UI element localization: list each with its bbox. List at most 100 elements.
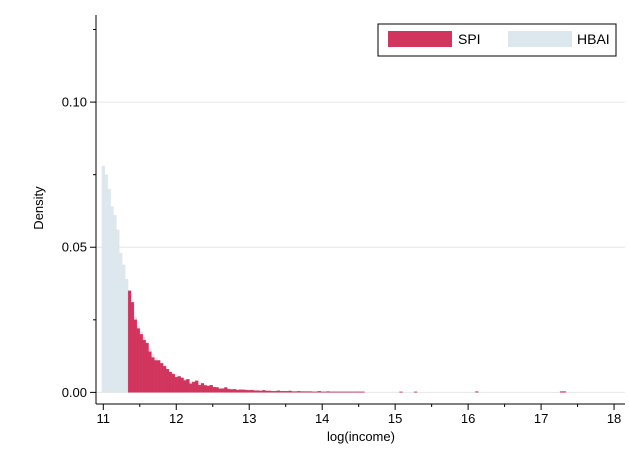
y-axis-label: Density [31, 186, 46, 230]
spi-bar [244, 389, 248, 393]
spi-bar [250, 389, 254, 393]
spi-bar [224, 387, 228, 393]
spi-bar [352, 391, 356, 393]
spi-bars [127, 290, 567, 393]
x-axis-label: log(income) [327, 429, 395, 444]
x-tick-label: 15 [388, 411, 402, 426]
hbai-bar [116, 229, 120, 393]
spi-bar [200, 383, 205, 393]
spi-bar [326, 391, 330, 393]
spi-bar [300, 391, 304, 393]
x-tick-label: 13 [242, 411, 256, 426]
spi-bar [180, 377, 184, 393]
legend: SPI HBAI [377, 23, 617, 57]
spi-bar [413, 391, 418, 393]
legend-label-spi: SPI [458, 31, 481, 47]
spi-bar [562, 391, 567, 393]
spi-bar [127, 290, 132, 393]
spi-bar [341, 391, 345, 393]
spi-bar [171, 373, 175, 393]
spi-bar [198, 384, 202, 393]
spi-bar [279, 391, 283, 393]
x-tick-label: 17 [534, 411, 548, 426]
x-tick-label: 18 [607, 411, 621, 426]
spi-bar [276, 390, 281, 393]
spi-bar [338, 391, 342, 393]
spi-bar [230, 389, 234, 393]
spi-bar [297, 391, 301, 393]
spi-bar [270, 391, 275, 393]
spi-bar [168, 371, 173, 393]
tick-labels: 11 12 13 14 15 16 17 18 0.00 0.05 0.10 [62, 95, 622, 426]
x-tick-label: 11 [97, 411, 111, 426]
spi-bar [262, 390, 266, 393]
spi-bar [317, 391, 321, 393]
axes [90, 15, 625, 410]
spi-bar [133, 319, 138, 393]
spi-bar [154, 360, 158, 393]
spi-bar [311, 391, 316, 393]
spi-bar [273, 391, 278, 393]
spi-bar [329, 391, 333, 393]
spi-bar [559, 391, 564, 393]
hbai-bar [110, 206, 114, 393]
spi-bar [139, 334, 143, 393]
spi-bar [241, 389, 245, 393]
spi-bar [253, 390, 257, 393]
spi-bar [192, 381, 196, 393]
spi-bar [186, 379, 190, 393]
spi-bar [227, 389, 231, 393]
hbai-bar [104, 174, 108, 393]
spi-bar [303, 391, 307, 393]
spi-bar [323, 391, 327, 393]
spi-bar [162, 366, 167, 393]
spi-bar [358, 391, 362, 393]
hbai-bar [113, 215, 117, 393]
spi-bar [212, 387, 216, 393]
spi-bar [148, 351, 152, 393]
spi-bar [355, 391, 359, 393]
spi-bar [142, 339, 146, 393]
spi-bar [282, 391, 286, 393]
hbai-bar [107, 189, 111, 393]
spi-bar [288, 390, 292, 393]
spi-bar [308, 391, 313, 393]
spi-bar [268, 390, 272, 393]
x-tick-label: 14 [315, 411, 329, 426]
spi-bar [177, 376, 181, 393]
legend-label-hbai: HBAI [577, 31, 610, 47]
spi-bar [247, 390, 251, 393]
spi-bar [157, 360, 161, 393]
legend-swatch-hbai [508, 31, 572, 47]
spi-bar [145, 342, 149, 393]
hbai-bar [125, 279, 129, 393]
spi-bar [361, 391, 365, 393]
spi-bar [206, 385, 210, 393]
spi-bar [174, 377, 178, 393]
spi-bar [160, 363, 164, 393]
spi-bar [209, 384, 213, 393]
x-tick-label: 12 [169, 411, 183, 426]
y-tick-label: 0.00 [62, 385, 87, 400]
hbai-bar [101, 165, 105, 393]
spi-bar [349, 391, 353, 393]
spi-bar [238, 389, 243, 393]
spi-bar [305, 391, 310, 393]
spi-bar [233, 389, 237, 393]
spi-bar [346, 391, 351, 393]
y-tick-label: 0.05 [62, 240, 87, 255]
spi-bar [343, 391, 348, 393]
spi-bar [475, 391, 479, 393]
spi-bar [265, 390, 269, 393]
spi-bar [130, 302, 135, 393]
spi-bar [165, 369, 170, 393]
spi-bar [256, 390, 260, 393]
spi-bar [399, 391, 403, 393]
spi-bar [136, 328, 140, 393]
spi-bar [291, 391, 295, 393]
spi-bar [189, 383, 193, 393]
spi-bar [285, 391, 289, 393]
spi-bar [294, 391, 298, 393]
legend-swatch-spi [388, 31, 452, 47]
